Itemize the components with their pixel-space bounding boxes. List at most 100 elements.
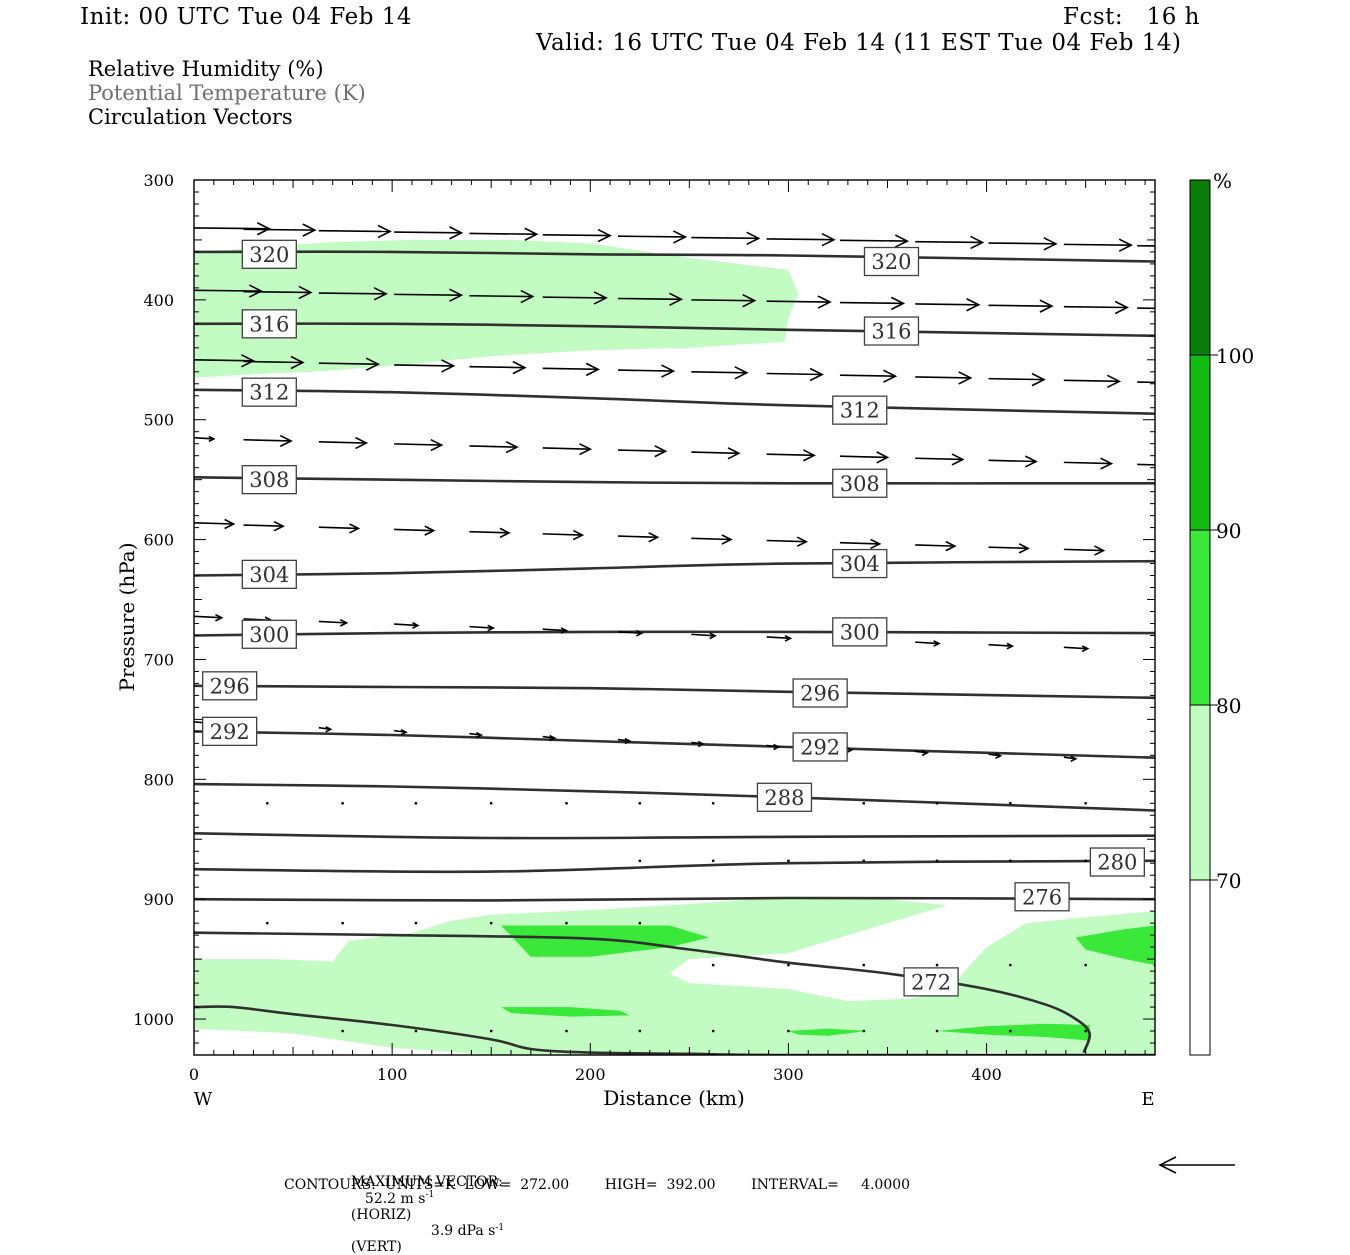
svg-text:272: 272 [911, 970, 951, 994]
circulation-vector [1063, 755, 1078, 763]
vector-dot [490, 1029, 493, 1033]
vector-dot [341, 921, 344, 925]
max-vector-label: MAXIMUM VECTOR: [350, 1174, 503, 1190]
contour-label: 316 [241, 309, 297, 339]
colorbar-segment [1189, 354, 1211, 531]
theta-contour-320 [194, 250, 1155, 263]
vert-exponent: -1 [495, 1222, 505, 1233]
colorbar-segment [1189, 879, 1211, 1056]
circulation-vector [691, 231, 761, 246]
circulation-vector [469, 289, 535, 304]
footer-contours: CONTOURS: UNITS=K LOW= 272.00 HIGH= 392.… [284, 1177, 911, 1193]
y-axis-title: Pressure (hPa) [115, 543, 139, 692]
vector-dot [1084, 802, 1087, 805]
circulation-vector [542, 443, 593, 456]
svg-text:304: 304 [840, 552, 880, 576]
vector-dot [490, 921, 493, 925]
contour-label: 304 [241, 559, 297, 589]
footer-max-vector: MAXIMUM VECTOR: 52.2 m s-1 (HORIZ) 3.9 d… [342, 1158, 504, 1255]
theta-contour-272 [194, 931, 1092, 1054]
theta-contour-276 [194, 896, 1155, 902]
contour-label: 320 [241, 239, 297, 269]
vector-dot [935, 802, 939, 805]
circulation-vector [1063, 300, 1130, 315]
contour-label: 312 [241, 377, 297, 407]
colorbar-label: 90 [1216, 519, 1241, 543]
circulation-vector [243, 285, 313, 300]
legend-theta: Potential Temperature (K) [88, 81, 366, 105]
svg-text:296: 296 [800, 682, 840, 706]
circulation-vector [318, 523, 361, 534]
circulation-vector [988, 372, 1046, 387]
horiz-exponent: -1 [425, 1190, 435, 1200]
theta-contour-288 [194, 782, 1155, 812]
circulation-vector [915, 640, 941, 647]
circulation-vector [469, 731, 484, 739]
contour-label: 304 [832, 548, 888, 579]
circulation-vector [915, 371, 973, 385]
legend-vectors: Circulation Vectors [88, 105, 293, 129]
circulation-vector [469, 360, 527, 375]
vector-dot [341, 1029, 344, 1033]
vector-dot [862, 859, 865, 863]
circulation-vector [469, 624, 495, 632]
circulation-vector [394, 288, 464, 302]
svg-text:288: 288 [764, 786, 804, 810]
circulation-vector [915, 749, 929, 757]
vector-dot [1009, 963, 1012, 967]
circulation-vector [1063, 457, 1114, 470]
circulation-vector [617, 737, 632, 745]
svg-text:316: 316 [249, 312, 289, 336]
horiz-tag: (HORIZ) [350, 1206, 412, 1223]
vector-dot [1084, 859, 1087, 863]
vector-dot [862, 802, 865, 805]
contour-label: 300 [241, 619, 297, 649]
circulation-vector [394, 525, 436, 536]
circulation-vector [988, 299, 1054, 313]
contour-label: 272 [903, 967, 959, 997]
circulation-vector [469, 527, 511, 539]
svg-text:280: 280 [1097, 851, 1137, 875]
legend-rh: Relative Humidity (%) [88, 57, 324, 81]
vector-dot [862, 1029, 865, 1033]
circulation-vector [839, 234, 910, 248]
rh-region-80-4 [501, 1007, 630, 1017]
circulation-vector [194, 354, 256, 368]
circulation-vector [766, 634, 793, 642]
circulation-vector [766, 232, 836, 247]
circulation-vector [394, 622, 420, 629]
vector-dot [1009, 802, 1012, 805]
circulation-vector [766, 295, 832, 309]
colorbar-label: 70 [1216, 869, 1241, 893]
circulation-vector [766, 367, 824, 382]
circulation-vector [691, 632, 717, 640]
contour-label: 308 [241, 465, 297, 495]
circulation-vector [766, 743, 781, 751]
svg-text:276: 276 [1022, 885, 1062, 909]
svg-text:316: 316 [871, 320, 911, 344]
rh-region-80-5 [788, 1028, 868, 1036]
rh-region-80-7 [1075, 925, 1155, 966]
circulation-vector [988, 543, 1030, 554]
vector-dot [862, 963, 865, 967]
theta-contour-268 [194, 1005, 1155, 1055]
rh-region-80-6 [937, 1023, 1090, 1041]
contour-label: 280 [1089, 847, 1146, 877]
vector-dot [935, 859, 939, 863]
circulation-vector [243, 521, 285, 532]
rh-region-80-3 [501, 925, 710, 957]
circulation-vector [318, 618, 349, 627]
max-horiz-value: 52.2 m s [364, 1190, 426, 1207]
vector-dot [1009, 1029, 1012, 1033]
circulation-vector [988, 752, 1003, 760]
y-tick-label: 500 [143, 411, 174, 430]
circulation-vector [618, 364, 676, 378]
x-tick-label: 0 [189, 1065, 199, 1084]
colorbar-label: 80 [1216, 694, 1241, 718]
rh-region-70-0 [194, 239, 799, 378]
x-tick-label: 200 [575, 1065, 606, 1084]
vector-dot [1084, 1029, 1087, 1033]
axes-frame [193, 179, 1156, 1056]
circulation-vector [394, 226, 464, 240]
y-tick-label: 700 [143, 650, 174, 669]
